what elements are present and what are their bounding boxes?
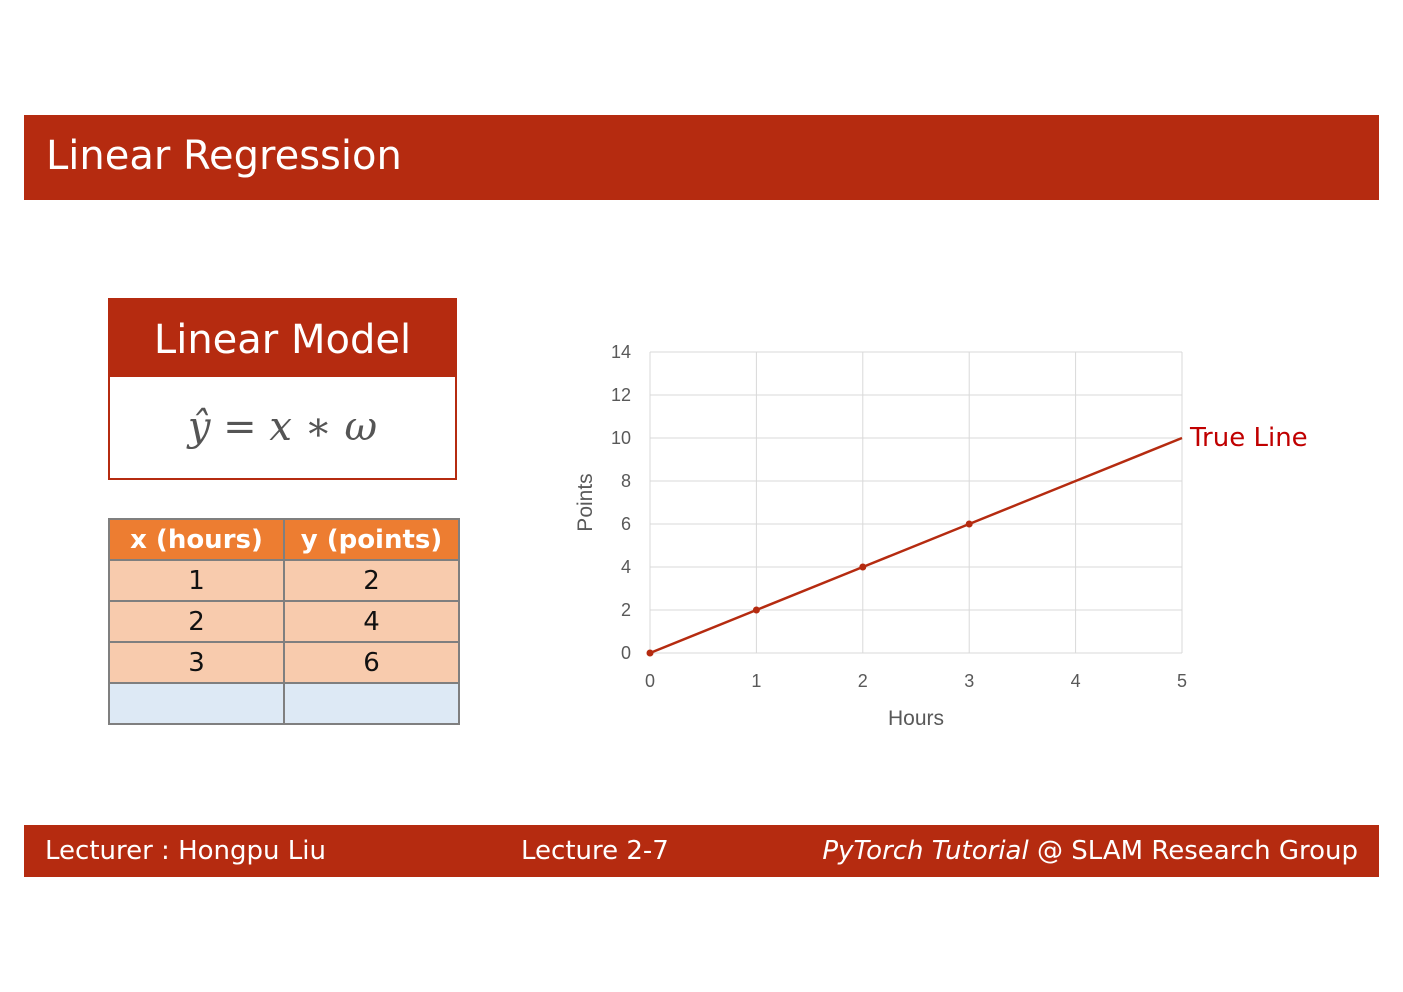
x-tick-label: 0 — [645, 671, 655, 691]
table-header-x: x (hours) — [108, 518, 285, 561]
table-row: 1 2 — [108, 559, 460, 602]
table-cell: 2 — [283, 559, 460, 602]
data-point — [859, 563, 867, 571]
footer-lecturer: Lecturer : Hongpu Liu — [45, 836, 326, 866]
title-bar: Linear Regression — [24, 115, 1379, 200]
footer-course: PyTorch Tutorial @ SLAM Research Group — [822, 836, 1358, 866]
table-cell: 4 — [283, 600, 460, 643]
y-axis-label: Points — [574, 473, 597, 531]
table-cell: 6 — [283, 641, 460, 684]
x-tick-label: 5 — [1177, 671, 1187, 691]
x-tick-label: 3 — [964, 671, 974, 691]
y-tick-label: 4 — [621, 557, 631, 577]
x-axis-label: Hours — [888, 707, 944, 730]
table-row-empty — [108, 682, 460, 725]
model-heading: Linear Model — [110, 300, 455, 377]
table-row: 2 4 — [108, 600, 460, 643]
y-tick-label: 0 — [621, 643, 631, 663]
y-tick-label: 6 — [621, 514, 631, 534]
table-cell — [283, 682, 460, 725]
footer-course-name: PyTorch Tutorial — [822, 836, 1029, 866]
true-line-label: True Line — [1189, 423, 1308, 453]
table-cell: 2 — [108, 600, 285, 643]
footer-bar: Lecturer : Hongpu Liu Lecture 2-7 PyTorc… — [24, 825, 1379, 877]
y-tick-label: 2 — [621, 600, 631, 620]
table-header-row: x (hours) y (points) — [108, 518, 460, 561]
series-line — [649, 436, 1183, 655]
table-header-y: y (points) — [283, 518, 460, 561]
x-tick-label: 1 — [751, 671, 761, 691]
linear-model-box: Linear Model ŷ = x ∗ ω — [108, 298, 457, 480]
data-point — [646, 649, 654, 657]
data-point — [965, 520, 973, 528]
slide-title: Linear Regression — [46, 133, 402, 179]
model-formula: ŷ = x ∗ ω — [187, 404, 378, 450]
y-tick-label: 8 — [621, 471, 631, 491]
table-row: 3 6 — [108, 641, 460, 684]
y-tick-label: 10 — [611, 428, 631, 448]
footer-lecture-number: Lecture 2-7 — [521, 836, 669, 866]
table-cell — [108, 682, 285, 725]
footer-course-group: @ SLAM Research Group — [1028, 836, 1358, 866]
x-tick-label: 2 — [858, 671, 868, 691]
data-table: x (hours) y (points) 1 2 2 4 3 6 — [108, 518, 460, 725]
data-point — [752, 606, 760, 614]
y-tick-label: 14 — [611, 342, 631, 362]
table-cell: 3 — [108, 641, 285, 684]
table-cell: 1 — [108, 559, 285, 602]
x-tick-label: 4 — [1071, 671, 1081, 691]
y-tick-label: 12 — [611, 385, 631, 405]
